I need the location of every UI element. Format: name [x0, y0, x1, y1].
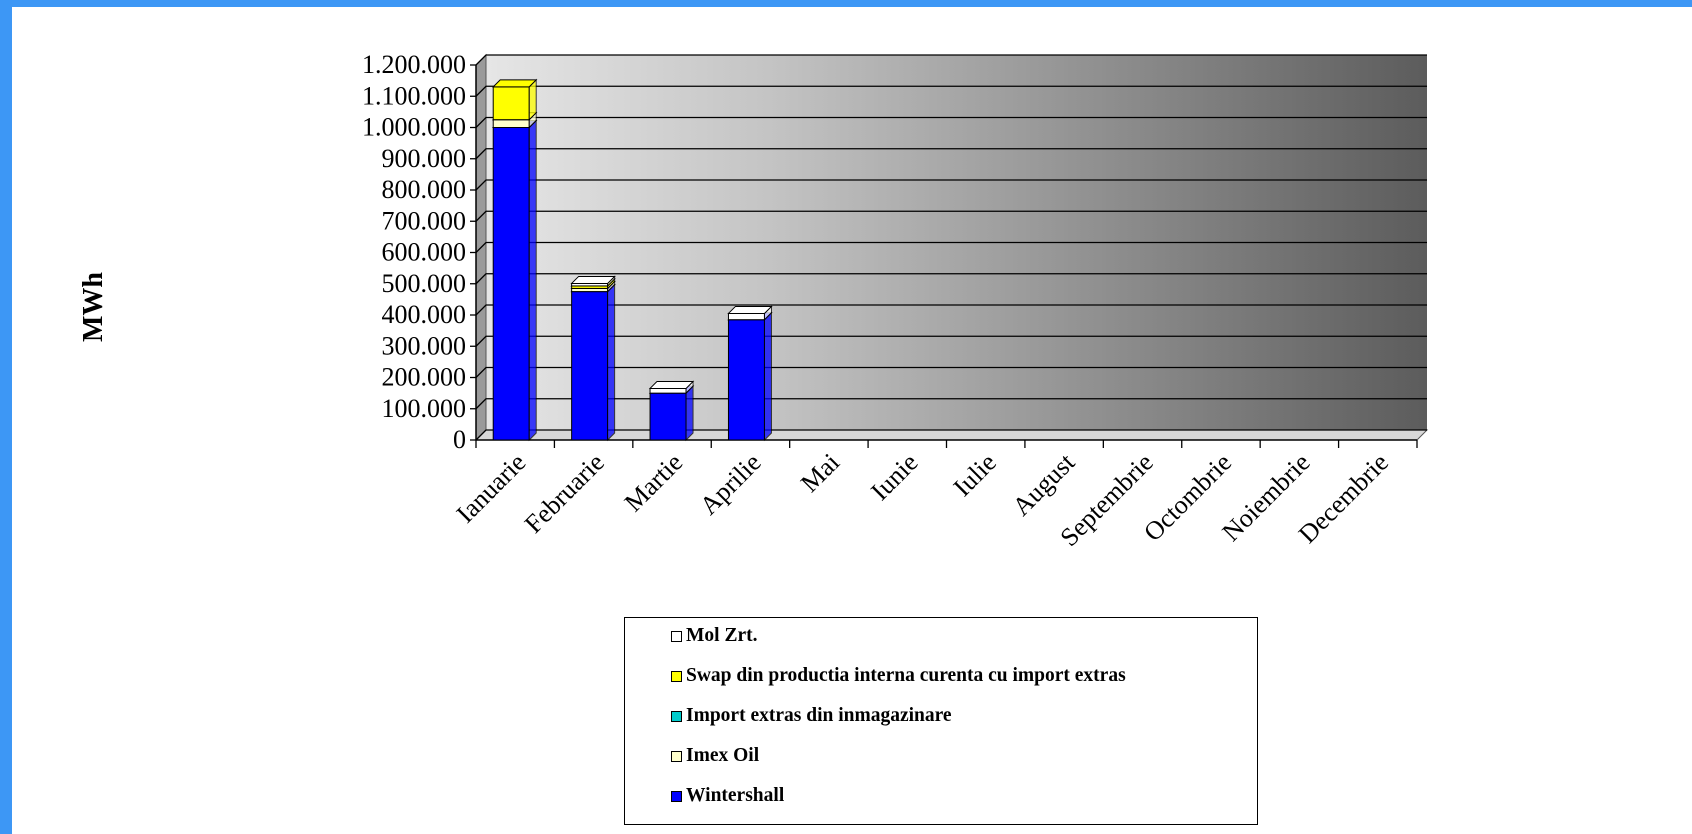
- bar-side: [528, 119, 537, 442]
- bar-segment: [727, 305, 773, 321]
- bar-segment: [648, 380, 695, 395]
- y-tick-label: 1.000.000: [362, 113, 466, 142]
- bar-side: [607, 283, 616, 442]
- y-tick-label: 100.000: [382, 394, 467, 423]
- bar-side: [763, 311, 772, 442]
- bar-segment: [570, 275, 616, 288]
- legend-item: Swap din productia interna curenta cu im…: [671, 664, 1126, 688]
- gridline: [475, 148, 1427, 160]
- bar-top: [727, 305, 773, 314]
- legend-item: Mol Zrt.: [671, 624, 757, 648]
- legend-item: Wintershall: [671, 784, 784, 808]
- y-axis-label: MWh: [78, 272, 109, 342]
- legend-label: Mol Zrt.: [686, 625, 758, 646]
- legend-item: Imex Oil: [671, 744, 759, 768]
- y-tick-label: 200.000: [382, 363, 467, 392]
- x-tick-label: Iunie: [865, 448, 923, 506]
- y-tick-label: 800.000: [382, 175, 467, 204]
- chart-panel: 0 100.000 200.000 300.000 400.000 500.000 600.…: [12, 7, 1692, 834]
- bar-segment: [492, 119, 538, 442]
- x-tick-label: Februarie: [519, 448, 610, 539]
- bar-segment: [648, 384, 695, 442]
- y-tick-label: 900.000: [382, 144, 467, 173]
- bar-front: [492, 119, 530, 128]
- gridline: [475, 304, 1427, 316]
- bar-side: [685, 384, 694, 442]
- gridline: [475, 273, 1427, 285]
- legend-label: Import extras din inmagazinare: [686, 705, 952, 726]
- y-tick-label: 500.000: [382, 269, 467, 298]
- x-tick-label: Ianuarie: [451, 448, 532, 529]
- y-tick-label: 0: [453, 425, 466, 454]
- gridline: [475, 54, 1427, 66]
- gridline: [475, 366, 1427, 378]
- y-tick-label: 600.000: [382, 238, 467, 267]
- x-tick-label: Iulie: [948, 448, 1002, 502]
- legend-label: Swap din productia interna curenta cu im…: [686, 665, 1126, 686]
- bar-top: [648, 380, 695, 389]
- bar-segment: [570, 283, 616, 442]
- legend: Mol Zrt. Swap din productia interna curen…: [624, 617, 1258, 825]
- y-tick-label: 1.100.000: [362, 81, 466, 110]
- bar-segment: [727, 311, 773, 442]
- legend-label: Imex Oil: [686, 745, 760, 766]
- bar-front: [649, 387, 687, 394]
- bar-top: [492, 79, 538, 88]
- bar-front: [492, 86, 530, 121]
- gridline: [475, 429, 1427, 441]
- bar-top: [570, 275, 616, 284]
- gridline: [475, 398, 1427, 410]
- y-tick-label: 400.000: [382, 300, 467, 329]
- legend-item: Import extras din inmagazinare: [671, 704, 952, 728]
- legend-label: Wintershall: [686, 785, 785, 806]
- bar-front: [571, 291, 609, 441]
- bar-front: [727, 319, 765, 441]
- bar-front: [649, 392, 687, 441]
- x-tick-label: Aprilie: [694, 448, 767, 521]
- x-tick-label: August: [1007, 447, 1081, 521]
- legend-swatch: [671, 710, 682, 722]
- gridline: [475, 85, 1427, 97]
- y-tick-label: 300.000: [382, 331, 467, 360]
- bar-front: [727, 312, 765, 321]
- gridline: [475, 116, 1427, 128]
- y-tick-label: 700.000: [382, 206, 467, 235]
- legend-swatch: [671, 630, 682, 642]
- gridline: [475, 210, 1427, 222]
- legend-swatch: [671, 750, 682, 762]
- legend-swatch: [671, 670, 682, 682]
- x-tick-label: Martie: [619, 448, 689, 518]
- gridline: [475, 179, 1427, 191]
- bar-segment: [492, 78, 538, 121]
- legend-swatch: [671, 790, 682, 802]
- gridline: [475, 241, 1427, 253]
- plot-floor: [474, 429, 1429, 441]
- y-tick-label: 1.200.000: [362, 50, 466, 79]
- gridline: [475, 335, 1427, 347]
- x-tick-label: Mai: [795, 448, 845, 498]
- bar-front: [492, 127, 530, 441]
